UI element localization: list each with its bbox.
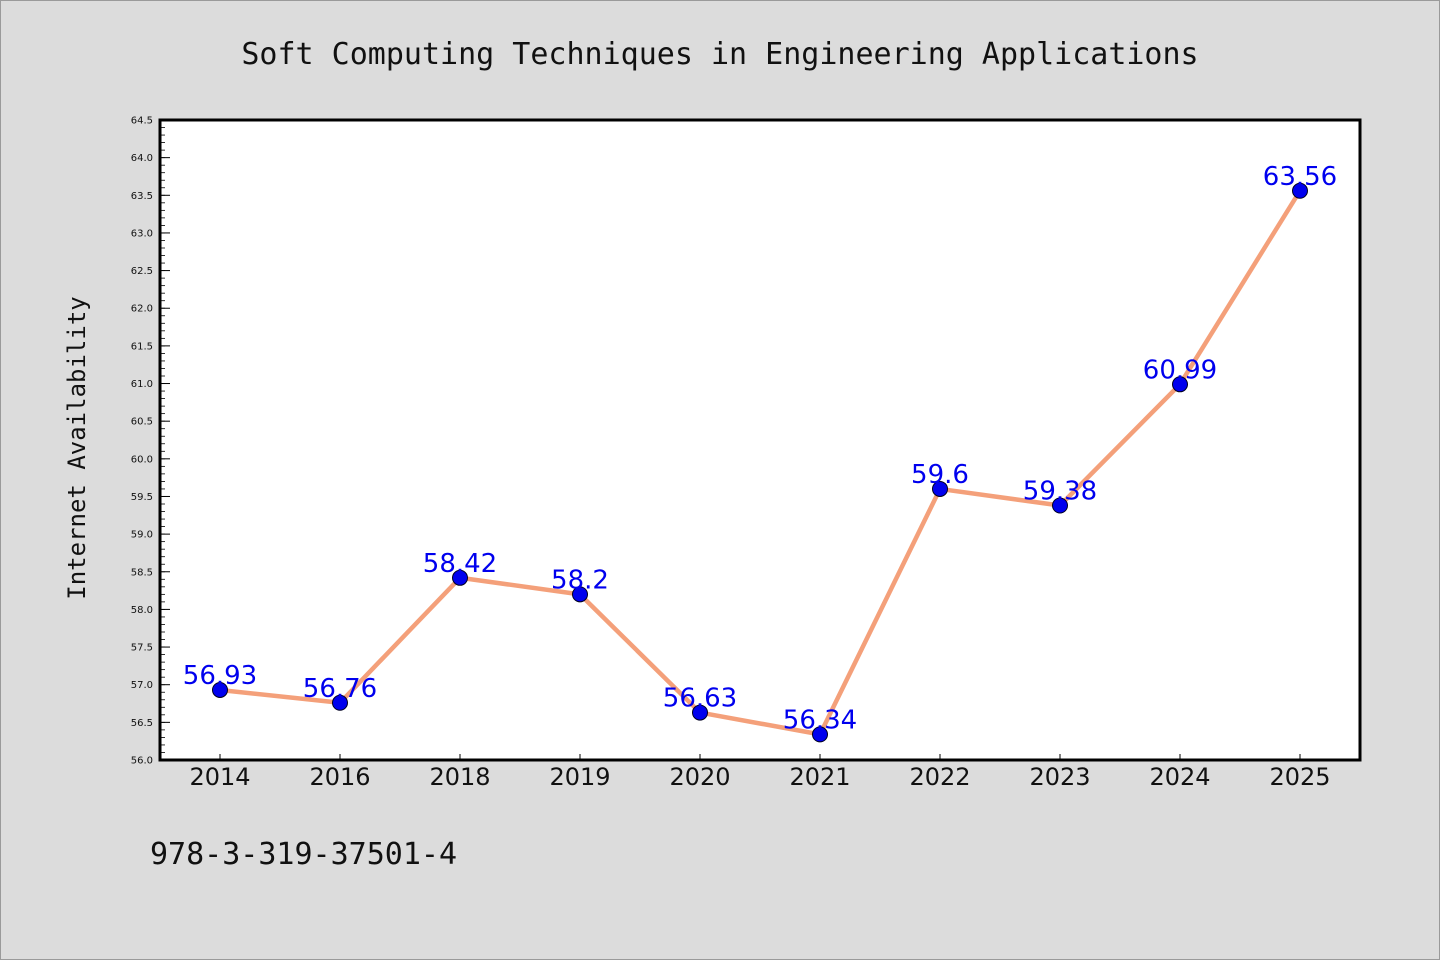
x-tick-label: 2018 — [429, 763, 490, 791]
data-label: 56.34 — [783, 705, 857, 735]
y-tick-label: 63.0 — [131, 228, 153, 239]
y-tick-label: 56.5 — [131, 718, 153, 729]
x-tick-label: 2014 — [189, 763, 250, 791]
data-label: 56.63 — [663, 684, 737, 714]
data-label: 56.76 — [303, 674, 377, 704]
data-point — [572, 586, 588, 603]
y-tick-label: 59.5 — [131, 492, 153, 503]
data-point — [212, 681, 228, 698]
x-tick-label: 2023 — [1029, 763, 1090, 791]
series-line — [217, 188, 1303, 737]
data-label: 56.93 — [183, 661, 257, 691]
x-axis-ticks: 2014 2016 2018 2019 2020 2021 2022 2023 2024 2025 — [189, 754, 1331, 791]
data-point — [812, 726, 828, 743]
data-point — [1292, 182, 1308, 199]
y-tick-label: 58.5 — [131, 567, 153, 578]
chart-title: Soft Computing Techniques in Engineering… — [241, 37, 1198, 72]
x-tick-label: 2016 — [309, 763, 370, 791]
data-point — [452, 569, 468, 586]
data-point — [1172, 376, 1188, 393]
y-axis-ticks: 56.0 56.5 57.0 57.5 58.0 58.5 59.0 59.5 60.0 60.5… — [131, 116, 170, 767]
isbn-footnote: 978-3-319-37501-4 — [150, 837, 457, 872]
y-tick-label: 61.5 — [131, 341, 153, 352]
x-tick-label: 2021 — [789, 763, 850, 791]
y-tick-label: 64.5 — [131, 116, 153, 127]
data-point — [1052, 497, 1068, 514]
y-tick-label: 60.5 — [131, 417, 153, 428]
markers-group — [212, 182, 1308, 743]
x-tick-label: 2024 — [1149, 763, 1210, 791]
x-tick-label: 2025 — [1269, 763, 1330, 791]
x-tick-label: 2019 — [549, 763, 610, 791]
y-tick-label: 57.5 — [131, 643, 153, 654]
data-point — [692, 704, 708, 721]
y-tick-label: 62.0 — [131, 304, 153, 315]
data-label: 59.6 — [911, 460, 969, 490]
data-label: 59.38 — [1023, 477, 1097, 507]
series-line-group — [217, 188, 1303, 737]
data-label: 63.56 — [1263, 162, 1337, 192]
y-tick-label: 59.0 — [131, 530, 153, 541]
x-tick-label: 2022 — [909, 763, 970, 791]
y-tick-label: 63.5 — [131, 191, 153, 202]
y-tick-label: 62.5 — [131, 266, 153, 277]
y-tick-label: 57.0 — [131, 680, 153, 691]
data-label: 58.42 — [423, 549, 497, 579]
y-tick-label: 60.0 — [131, 454, 153, 465]
data-point — [932, 480, 948, 497]
x-tick-label: 2020 — [669, 763, 730, 791]
y-tick-label: 56.0 — [131, 756, 153, 767]
data-labels-group: 56.93 56.76 58.42 58.2 56.63 56.34 59.6 59.38 60… — [183, 162, 1337, 736]
plot-area — [158, 118, 1362, 762]
data-label: 58.2 — [551, 565, 609, 595]
y-tick-label: 61.0 — [131, 379, 153, 390]
y-axis-label: Internet Availability — [63, 296, 91, 599]
y-tick-label: 58.0 — [131, 605, 153, 616]
data-point — [332, 694, 348, 711]
y-tick-label: 64.0 — [131, 153, 153, 164]
data-label: 60.99 — [1143, 355, 1217, 385]
